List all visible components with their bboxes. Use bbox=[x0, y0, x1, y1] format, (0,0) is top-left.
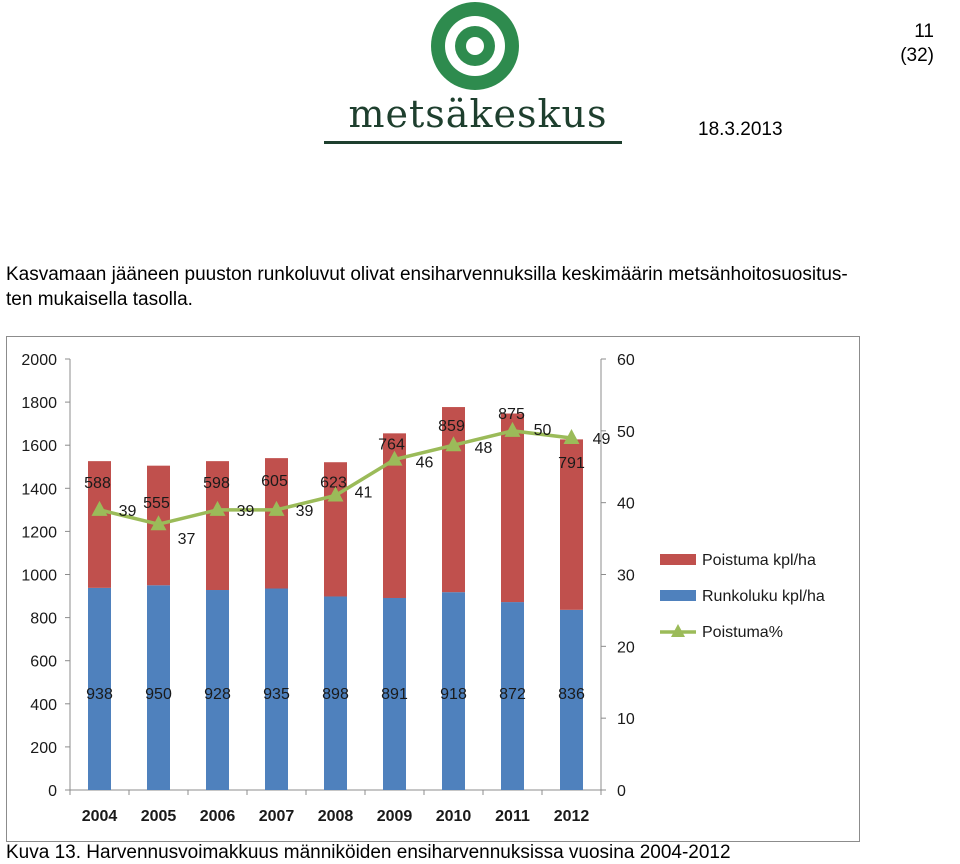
poistuma-pct-marker bbox=[386, 450, 403, 466]
intro-paragraph: Kasvamaan jääneen puuston runkoluvut oli… bbox=[6, 262, 956, 312]
right-tick-label: 30 bbox=[617, 568, 635, 585]
poistuma-data-label: 791 bbox=[558, 455, 585, 472]
stacked-bar-line-chart: 0 200 400 600 800 1000 1200 1400 1600 1800 2000 0 10… bbox=[21, 352, 825, 825]
bar-runkoluku bbox=[560, 609, 583, 790]
bar-runkoluku bbox=[442, 592, 465, 790]
runkoluku-data-label: 836 bbox=[558, 686, 585, 703]
left-tick-label: 2000 bbox=[21, 352, 57, 369]
poistuma-pct-marker bbox=[91, 500, 108, 516]
bar-poistuma bbox=[383, 433, 406, 598]
x-tick-label: 2011 bbox=[495, 808, 530, 825]
left-tick-label: 1400 bbox=[21, 481, 57, 498]
runkoluku-data-label: 898 bbox=[322, 686, 349, 703]
bar-poistuma bbox=[560, 439, 583, 610]
right-tick-label: 50 bbox=[617, 424, 635, 441]
poistuma-pct-data-label: 39 bbox=[296, 503, 314, 520]
poistuma-pct-data-label: 48 bbox=[475, 440, 493, 457]
runkoluku-data-label: 918 bbox=[440, 686, 467, 703]
logo-target-icon bbox=[431, 2, 519, 90]
right-tick-label: 0 bbox=[617, 783, 626, 800]
x-tick-label: 2005 bbox=[141, 808, 177, 825]
intro-line-1: Kasvamaan jääneen puuston runkoluvut oli… bbox=[6, 264, 848, 285]
poistuma-data-label: 623 bbox=[320, 474, 347, 491]
poistuma-data-label: 555 bbox=[143, 495, 170, 512]
poistuma-data-label: 598 bbox=[203, 475, 230, 492]
left-tick-label: 1800 bbox=[21, 395, 57, 412]
left-tick-label: 800 bbox=[30, 611, 57, 628]
right-tick-label: 40 bbox=[617, 496, 635, 513]
left-tick-label: 1000 bbox=[21, 568, 57, 585]
bar-runkoluku bbox=[324, 596, 347, 790]
legend-swatch-runkoluku bbox=[660, 590, 696, 601]
poistuma-pct-data-label: 41 bbox=[355, 484, 373, 501]
poistuma-pct-data-label: 46 bbox=[416, 455, 434, 472]
bar-poistuma bbox=[265, 458, 288, 589]
left-tick-label: 600 bbox=[30, 654, 57, 671]
legend-swatch-poistuma bbox=[660, 554, 696, 565]
x-tick-label: 2006 bbox=[200, 808, 236, 825]
x-tick-label: 2008 bbox=[318, 808, 354, 825]
left-tick-label: 200 bbox=[30, 740, 57, 757]
poistuma-data-label: 588 bbox=[84, 475, 111, 492]
logo-underline bbox=[324, 141, 622, 144]
poistuma-pct-marker bbox=[268, 500, 285, 516]
runkoluku-data-label: 872 bbox=[499, 686, 526, 703]
poistuma-pct-marker bbox=[150, 515, 167, 531]
intro-line-2: ten mukaisella tasolla. bbox=[6, 289, 193, 310]
poistuma-pct-marker bbox=[209, 500, 226, 516]
page-number: 11 (32) bbox=[900, 20, 934, 68]
legend-label: Poistuma kpl/ha bbox=[702, 552, 816, 569]
right-tick-label: 10 bbox=[617, 711, 635, 728]
metsakeskus-logo: metsäkeskus bbox=[320, 0, 630, 148]
page-total: (32) bbox=[900, 45, 934, 66]
runkoluku-data-label: 935 bbox=[263, 686, 290, 703]
runkoluku-data-label: 950 bbox=[145, 686, 172, 703]
bar-runkoluku bbox=[501, 602, 524, 790]
x-tick-label: 2012 bbox=[554, 808, 590, 825]
page-current: 11 bbox=[914, 21, 934, 42]
poistuma-data-label: 605 bbox=[261, 473, 288, 490]
document-date: 18.3.2013 bbox=[698, 119, 783, 140]
left-tick-label: 1600 bbox=[21, 438, 57, 455]
legend-label: Runkoluku kpl/ha bbox=[702, 588, 825, 605]
x-tick-label: 2007 bbox=[259, 808, 295, 825]
runkoluku-data-label: 928 bbox=[204, 686, 231, 703]
poistuma-data-label: 859 bbox=[438, 418, 465, 435]
figure-caption: Kuva 13. Harvennusvoimakkuus männiköiden… bbox=[6, 842, 731, 863]
bar-runkoluku bbox=[147, 585, 170, 790]
bar-runkoluku bbox=[206, 590, 229, 790]
right-tick-label: 20 bbox=[617, 639, 635, 656]
x-tick-label: 2010 bbox=[436, 808, 472, 825]
poistuma-pct-data-label: 49 bbox=[593, 431, 611, 448]
left-tick-label: 1200 bbox=[21, 524, 57, 541]
poistuma-pct-marker bbox=[445, 436, 462, 452]
legend-marker-poistuma-pct bbox=[671, 624, 685, 637]
bar-poistuma bbox=[88, 461, 111, 588]
bar-poistuma bbox=[206, 461, 229, 591]
poistuma-pct-marker bbox=[327, 486, 344, 502]
poistuma-pct-marker bbox=[563, 429, 580, 445]
bar-poistuma bbox=[501, 413, 524, 603]
poistuma-pct-marker bbox=[504, 421, 521, 437]
bar-runkoluku bbox=[265, 588, 288, 790]
runkoluku-data-label: 891 bbox=[381, 686, 408, 703]
chart-frame: 0 200 400 600 800 1000 1200 1400 1600 1800 2000 0 10… bbox=[6, 336, 860, 842]
left-tick-label: 400 bbox=[30, 697, 57, 714]
bar-poistuma bbox=[442, 407, 465, 593]
poistuma-pct-data-label: 39 bbox=[237, 503, 255, 520]
left-tick-label: 0 bbox=[48, 783, 57, 800]
legend-label: Poistuma% bbox=[702, 624, 783, 641]
poistuma-pct-data-label: 39 bbox=[119, 503, 137, 520]
poistuma-pct-data-label: 50 bbox=[534, 422, 552, 439]
poistuma-pct-data-label: 37 bbox=[178, 531, 196, 548]
runkoluku-data-label: 938 bbox=[86, 686, 113, 703]
poistuma-data-label: 875 bbox=[498, 406, 525, 423]
right-tick-label: 60 bbox=[617, 352, 635, 369]
x-tick-label: 2004 bbox=[82, 808, 118, 825]
poistuma-data-label: 764 bbox=[378, 437, 405, 454]
x-tick-label: 2009 bbox=[377, 808, 413, 825]
bar-runkoluku bbox=[88, 587, 111, 790]
bar-runkoluku bbox=[383, 597, 406, 790]
logo-wordmark: metsäkeskus bbox=[348, 92, 608, 136]
